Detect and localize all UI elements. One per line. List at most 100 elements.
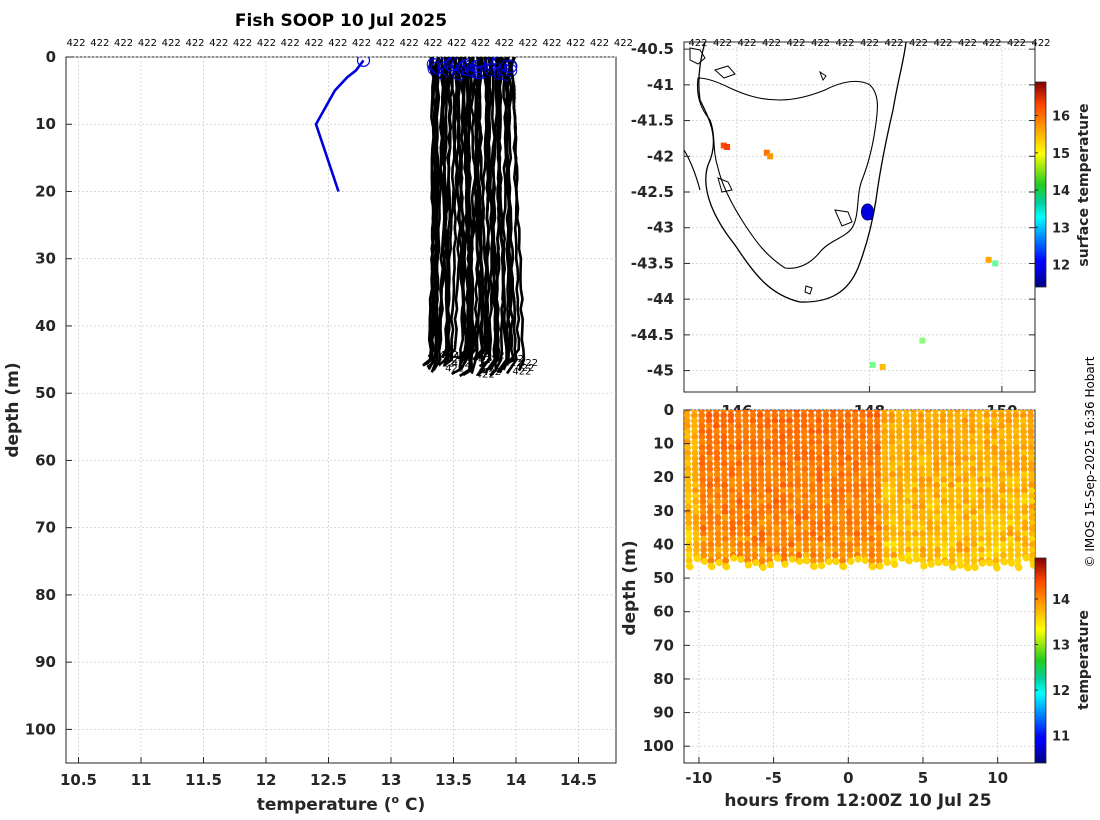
temperature-point <box>764 465 772 473</box>
temperature-point <box>910 411 918 419</box>
temperature-point <box>735 465 743 473</box>
temperature-point <box>780 514 787 521</box>
temperature-point <box>866 428 874 435</box>
temperature-point <box>895 428 903 435</box>
temperature-point <box>926 492 933 500</box>
temperature-point <box>809 530 817 538</box>
temperature-point <box>802 519 810 527</box>
temperature-point <box>838 503 846 511</box>
temperature-point <box>838 524 846 532</box>
temperature-point <box>947 460 955 468</box>
temperature-point <box>984 487 992 495</box>
temperature-point <box>744 551 751 559</box>
temperature-point <box>1028 514 1035 521</box>
temperature-point <box>721 524 729 532</box>
temperature-point <box>837 422 845 430</box>
temperature-point <box>882 492 889 500</box>
temperature-point <box>700 530 707 538</box>
temperature-point <box>846 519 853 527</box>
temperature-point <box>896 460 904 468</box>
temperature-point <box>911 481 919 489</box>
temperature-point <box>734 411 742 419</box>
temperature-point <box>1014 530 1022 538</box>
map-id-label: 422 <box>958 38 977 49</box>
temperature-point <box>954 465 962 473</box>
temperature-point <box>786 422 793 430</box>
temperature-point <box>961 438 969 446</box>
temperature-point <box>926 519 934 527</box>
temperature-point <box>735 487 743 495</box>
temperature-point <box>706 481 714 489</box>
temperature-point <box>707 514 714 521</box>
y-tick-label: 90 <box>653 704 674 722</box>
temperature-point <box>1012 422 1020 430</box>
temperature-point <box>845 465 853 473</box>
temperature-point <box>824 524 832 532</box>
temperature-point <box>941 551 949 559</box>
temperature-point <box>699 460 706 468</box>
temperature-point <box>932 433 940 441</box>
temperature-point <box>985 530 992 538</box>
temperature-point <box>963 546 971 554</box>
temperature-point <box>1028 530 1035 538</box>
map-colorbar <box>1034 81 1047 288</box>
temperature-point <box>881 411 888 419</box>
temperature-point <box>948 546 956 554</box>
temperature-point <box>940 465 948 473</box>
temperature-point <box>1021 498 1028 505</box>
temperature-point <box>699 519 707 527</box>
temperature-point <box>925 433 932 441</box>
temperature-point <box>727 411 735 419</box>
temperature-point <box>992 524 1000 532</box>
temperature-point <box>837 438 845 446</box>
temperature-point <box>728 508 736 516</box>
temperature-point <box>728 471 736 478</box>
temperature-point <box>720 433 728 441</box>
temperature-point <box>795 541 803 548</box>
temperature-point <box>860 503 868 511</box>
temperature-point <box>795 546 803 554</box>
temperature-point <box>911 465 918 473</box>
temperature-point <box>882 524 890 532</box>
temperature-point <box>866 438 874 446</box>
temperature-point <box>932 449 940 457</box>
surface-temp-point <box>985 256 992 263</box>
temperature-point <box>962 492 970 500</box>
temperature-point <box>794 503 802 511</box>
temperature-point <box>851 417 859 425</box>
temperature-point <box>859 411 866 419</box>
temperature-point <box>932 460 940 468</box>
temperature-point <box>977 546 985 554</box>
temperature-point <box>823 471 831 478</box>
temperature-point <box>735 460 743 468</box>
temperature-point <box>837 449 845 457</box>
temperature-point <box>823 508 831 516</box>
temperature-point <box>976 428 984 435</box>
temperature-point <box>720 438 728 446</box>
temperature-point <box>868 551 876 559</box>
temperature-point <box>844 428 852 435</box>
temperature-point <box>912 535 919 543</box>
temperature-point <box>1000 558 1008 566</box>
temperature-point <box>859 417 866 425</box>
temperature-point <box>706 508 714 516</box>
temperature-point <box>771 438 779 446</box>
temperature-point <box>948 508 955 516</box>
temperature-point <box>699 492 707 500</box>
temperature-point <box>895 417 903 425</box>
temperature-point <box>779 487 787 495</box>
temperature-point <box>720 444 728 452</box>
y-tick-label: 50 <box>653 569 674 587</box>
temperature-point <box>736 498 743 505</box>
temperature-point <box>778 433 786 441</box>
map-id-label: 422 <box>688 38 707 49</box>
temperature-point <box>713 428 720 435</box>
temperature-point <box>1020 438 1028 446</box>
y-tick-label: 40 <box>35 317 56 335</box>
temperature-point <box>787 524 795 532</box>
temperature-point <box>992 551 1000 559</box>
temperature-point <box>728 498 736 505</box>
temperature-point <box>882 503 890 511</box>
temperature-point <box>692 535 700 543</box>
temperature-point <box>969 433 976 441</box>
